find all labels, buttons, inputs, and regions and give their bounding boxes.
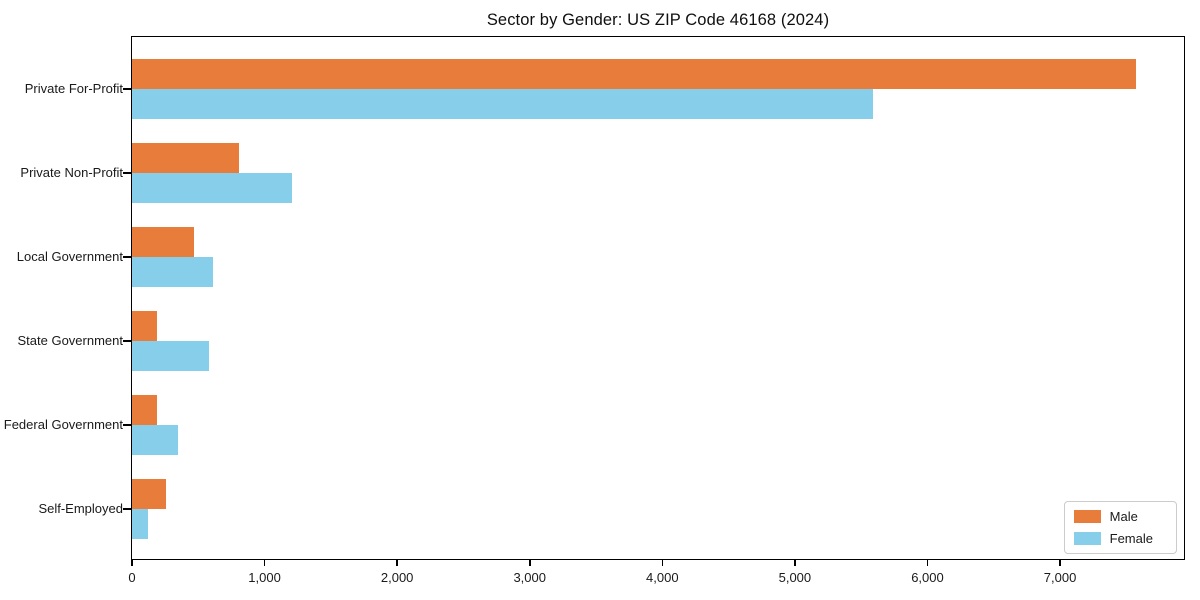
y-axis-tick bbox=[123, 424, 131, 426]
bar-male-self-employed bbox=[132, 479, 167, 509]
x-axis-label-6-000: 6,000 bbox=[911, 570, 944, 585]
bar-female-federal-government bbox=[132, 425, 179, 455]
x-axis-tick bbox=[396, 559, 398, 566]
legend-label-female: Female bbox=[1109, 531, 1153, 546]
bar-male-local-government bbox=[132, 227, 195, 257]
legend-entry-male: Male bbox=[1073, 509, 1167, 524]
x-axis-label-1-000: 1,000 bbox=[248, 570, 281, 585]
bar-male-private-for-profit bbox=[132, 59, 1136, 89]
y-axis-label-self-employed: Self-Employed bbox=[38, 501, 123, 516]
x-axis-label-3-000: 3,000 bbox=[513, 570, 546, 585]
bar-male-state-government bbox=[132, 311, 158, 341]
x-axis-label-4-000: 4,000 bbox=[646, 570, 679, 585]
x-axis-label-2-000: 2,000 bbox=[380, 570, 414, 585]
bar-female-local-government bbox=[132, 257, 213, 287]
y-axis-tick bbox=[123, 256, 131, 258]
x-axis-tick bbox=[528, 559, 531, 566]
x-axis-tick bbox=[794, 559, 796, 566]
bar-female-self-employed bbox=[132, 509, 148, 539]
bar-female-state-government bbox=[132, 341, 209, 371]
legend: Male Female bbox=[1063, 501, 1177, 554]
x-axis-label-7-000: 7,000 bbox=[1043, 570, 1077, 585]
legend-swatch-female bbox=[1073, 532, 1101, 545]
y-axis-tick bbox=[123, 340, 131, 342]
x-axis-label-0: 0 bbox=[128, 570, 136, 585]
x-axis-tick bbox=[131, 559, 133, 566]
x-axis-label-5-000: 5,000 bbox=[778, 570, 812, 585]
y-axis-label-private-for-profit: Private For-Profit bbox=[24, 81, 123, 96]
bar-female-private-non-profit bbox=[132, 173, 293, 203]
bar-female-private-for-profit bbox=[132, 89, 874, 119]
y-axis-tick bbox=[123, 508, 131, 510]
y-axis-label-private-non-profit: Private Non-Profit bbox=[20, 165, 123, 180]
bar-male-private-non-profit bbox=[132, 143, 240, 173]
legend-entry-female: Female bbox=[1073, 531, 1167, 546]
x-axis-tick bbox=[926, 559, 929, 566]
plot-area: Male Female Private For-Profit Private Non… bbox=[4, 36, 1185, 585]
legend-swatch-male bbox=[1073, 510, 1101, 523]
legend-label-male: Male bbox=[1109, 509, 1138, 524]
chart-title: Sector by Gender: US ZIP Code 46168 (202… bbox=[486, 11, 830, 29]
y-axis-tick bbox=[123, 172, 131, 174]
x-axis-tick bbox=[1059, 559, 1061, 566]
bar-male-federal-government bbox=[132, 395, 157, 425]
x-axis-tick bbox=[263, 559, 266, 566]
y-axis-label-federal-government: Federal Government bbox=[3, 417, 123, 432]
y-axis-label-local-government: Local Government bbox=[16, 249, 123, 264]
y-axis-label-state-government: State Government bbox=[17, 333, 124, 348]
y-axis-tick bbox=[123, 88, 131, 90]
x-axis-tick bbox=[661, 559, 664, 566]
